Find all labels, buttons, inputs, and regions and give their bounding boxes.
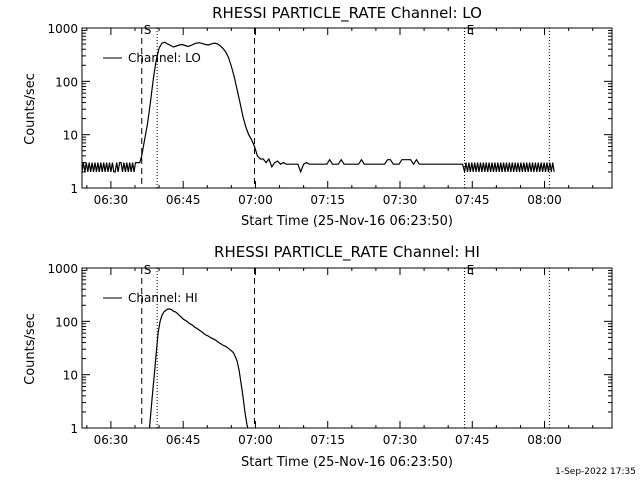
y-tick-label: 10 xyxy=(63,369,78,383)
x-tick-label: 06:30 xyxy=(94,433,129,447)
y-tick-label: 100 xyxy=(55,315,78,329)
chart-hi-xticks: 06:30 06:45 07:00 07:15 07:30 07:45 08:00 xyxy=(86,268,594,447)
x-tick-label: 08:00 xyxy=(527,433,562,447)
chart-hi-title: RHESSI PARTICLE_RATE Channel: HI xyxy=(214,243,480,262)
y-tick-label: 100 xyxy=(55,75,78,89)
y-tick-label: 1000 xyxy=(47,262,78,276)
chart-lo: RHESSI PARTICLE_RATE Channel: LO Counts/… xyxy=(23,4,613,229)
marker-label-s: S xyxy=(144,263,152,277)
marker-label-e: E xyxy=(467,263,475,277)
chart-lo-xticks: 06:30 06:45 07:00 07:15 07:30 07:45 08:00 xyxy=(86,28,594,207)
y-tick-label: 1 xyxy=(70,422,78,436)
x-tick-label: 07:45 xyxy=(455,433,490,447)
series-line xyxy=(148,308,249,429)
x-tick-label: 07:30 xyxy=(383,193,418,207)
marker-label-s: S xyxy=(144,23,152,37)
x-tick-label: 06:45 xyxy=(166,193,201,207)
x-tick-label: 07:00 xyxy=(238,433,273,447)
y-tick-label: 1000 xyxy=(47,22,78,36)
chart-hi-series xyxy=(148,308,249,429)
chart-hi: RHESSI PARTICLE_RATE Channel: HI Counts/… xyxy=(23,243,613,470)
footer-date: 1-Sep-2022 17:35 xyxy=(555,467,636,477)
y-tick-label: 10 xyxy=(63,129,78,143)
chart-hi-legend-label: Channel: HI xyxy=(128,291,198,305)
chart-hi-xlabel: Start Time (25-Nov-16 06:23:50) xyxy=(241,455,453,470)
chart-hi-frame xyxy=(81,267,613,429)
chart-lo-frame xyxy=(81,27,613,189)
x-tick-label: 07:15 xyxy=(310,433,345,447)
marker-label-e: E xyxy=(467,23,475,37)
x-tick-label: 06:30 xyxy=(94,193,129,207)
chart-hi-ylabel: Counts/sec xyxy=(23,313,38,385)
chart-lo-ylabel: Counts/sec xyxy=(23,73,38,145)
chart-lo-legend: Channel: LO xyxy=(103,51,201,65)
chart-hi-legend: Channel: HI xyxy=(103,291,198,305)
x-tick-label: 07:00 xyxy=(238,193,273,207)
x-tick-label: 07:15 xyxy=(310,193,345,207)
y-tick-label: 1 xyxy=(70,182,78,196)
chart-hi-yticks: 1 10 100 1000 xyxy=(47,262,612,436)
chart-lo-xlabel: Start Time (25-Nov-16 06:23:50) xyxy=(241,214,453,229)
chart-lo-series xyxy=(81,41,555,174)
x-tick-label: 07:30 xyxy=(383,433,418,447)
chart-lo-title: RHESSI PARTICLE_RATE Channel: LO xyxy=(212,4,482,23)
chart-lo-yticks: 1 10 100 1000 xyxy=(47,22,612,196)
x-tick-label: 06:45 xyxy=(166,433,201,447)
x-tick-label: 07:45 xyxy=(455,193,490,207)
series-line xyxy=(81,41,555,174)
x-tick-label: 08:00 xyxy=(527,193,562,207)
chart-lo-legend-label: Channel: LO xyxy=(128,51,201,65)
